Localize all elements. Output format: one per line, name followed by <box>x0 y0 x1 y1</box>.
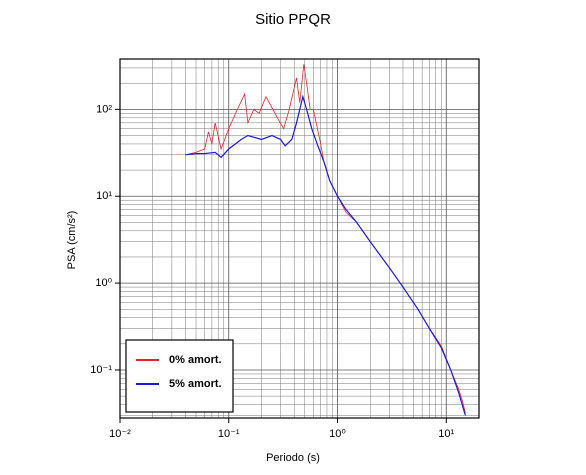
x-tick-label: 10⁻² <box>109 428 131 440</box>
y-tick-label: 10¹ <box>96 190 112 202</box>
line <box>185 94 466 416</box>
x-axis-label: Periodo (s) <box>266 452 320 464</box>
legend-box <box>125 339 234 413</box>
y-tick-label: 10² <box>96 103 112 115</box>
y-tick-label: 10⁰ <box>95 277 112 289</box>
plot-frame <box>119 58 480 419</box>
x-tick-label: 10¹ <box>438 428 454 440</box>
x-tick-label: 10⁻¹ <box>218 428 240 440</box>
legend-label: 0% amort. <box>169 354 222 366</box>
y-tick-label: 10⁻¹ <box>90 364 112 376</box>
x-tick-label: 10⁰ <box>329 428 346 440</box>
y-axis-label: PSA (cm/s²) <box>66 211 78 270</box>
chart-title: Sitio PPQR <box>255 11 331 28</box>
legend-label: 5% amort. <box>169 378 222 390</box>
